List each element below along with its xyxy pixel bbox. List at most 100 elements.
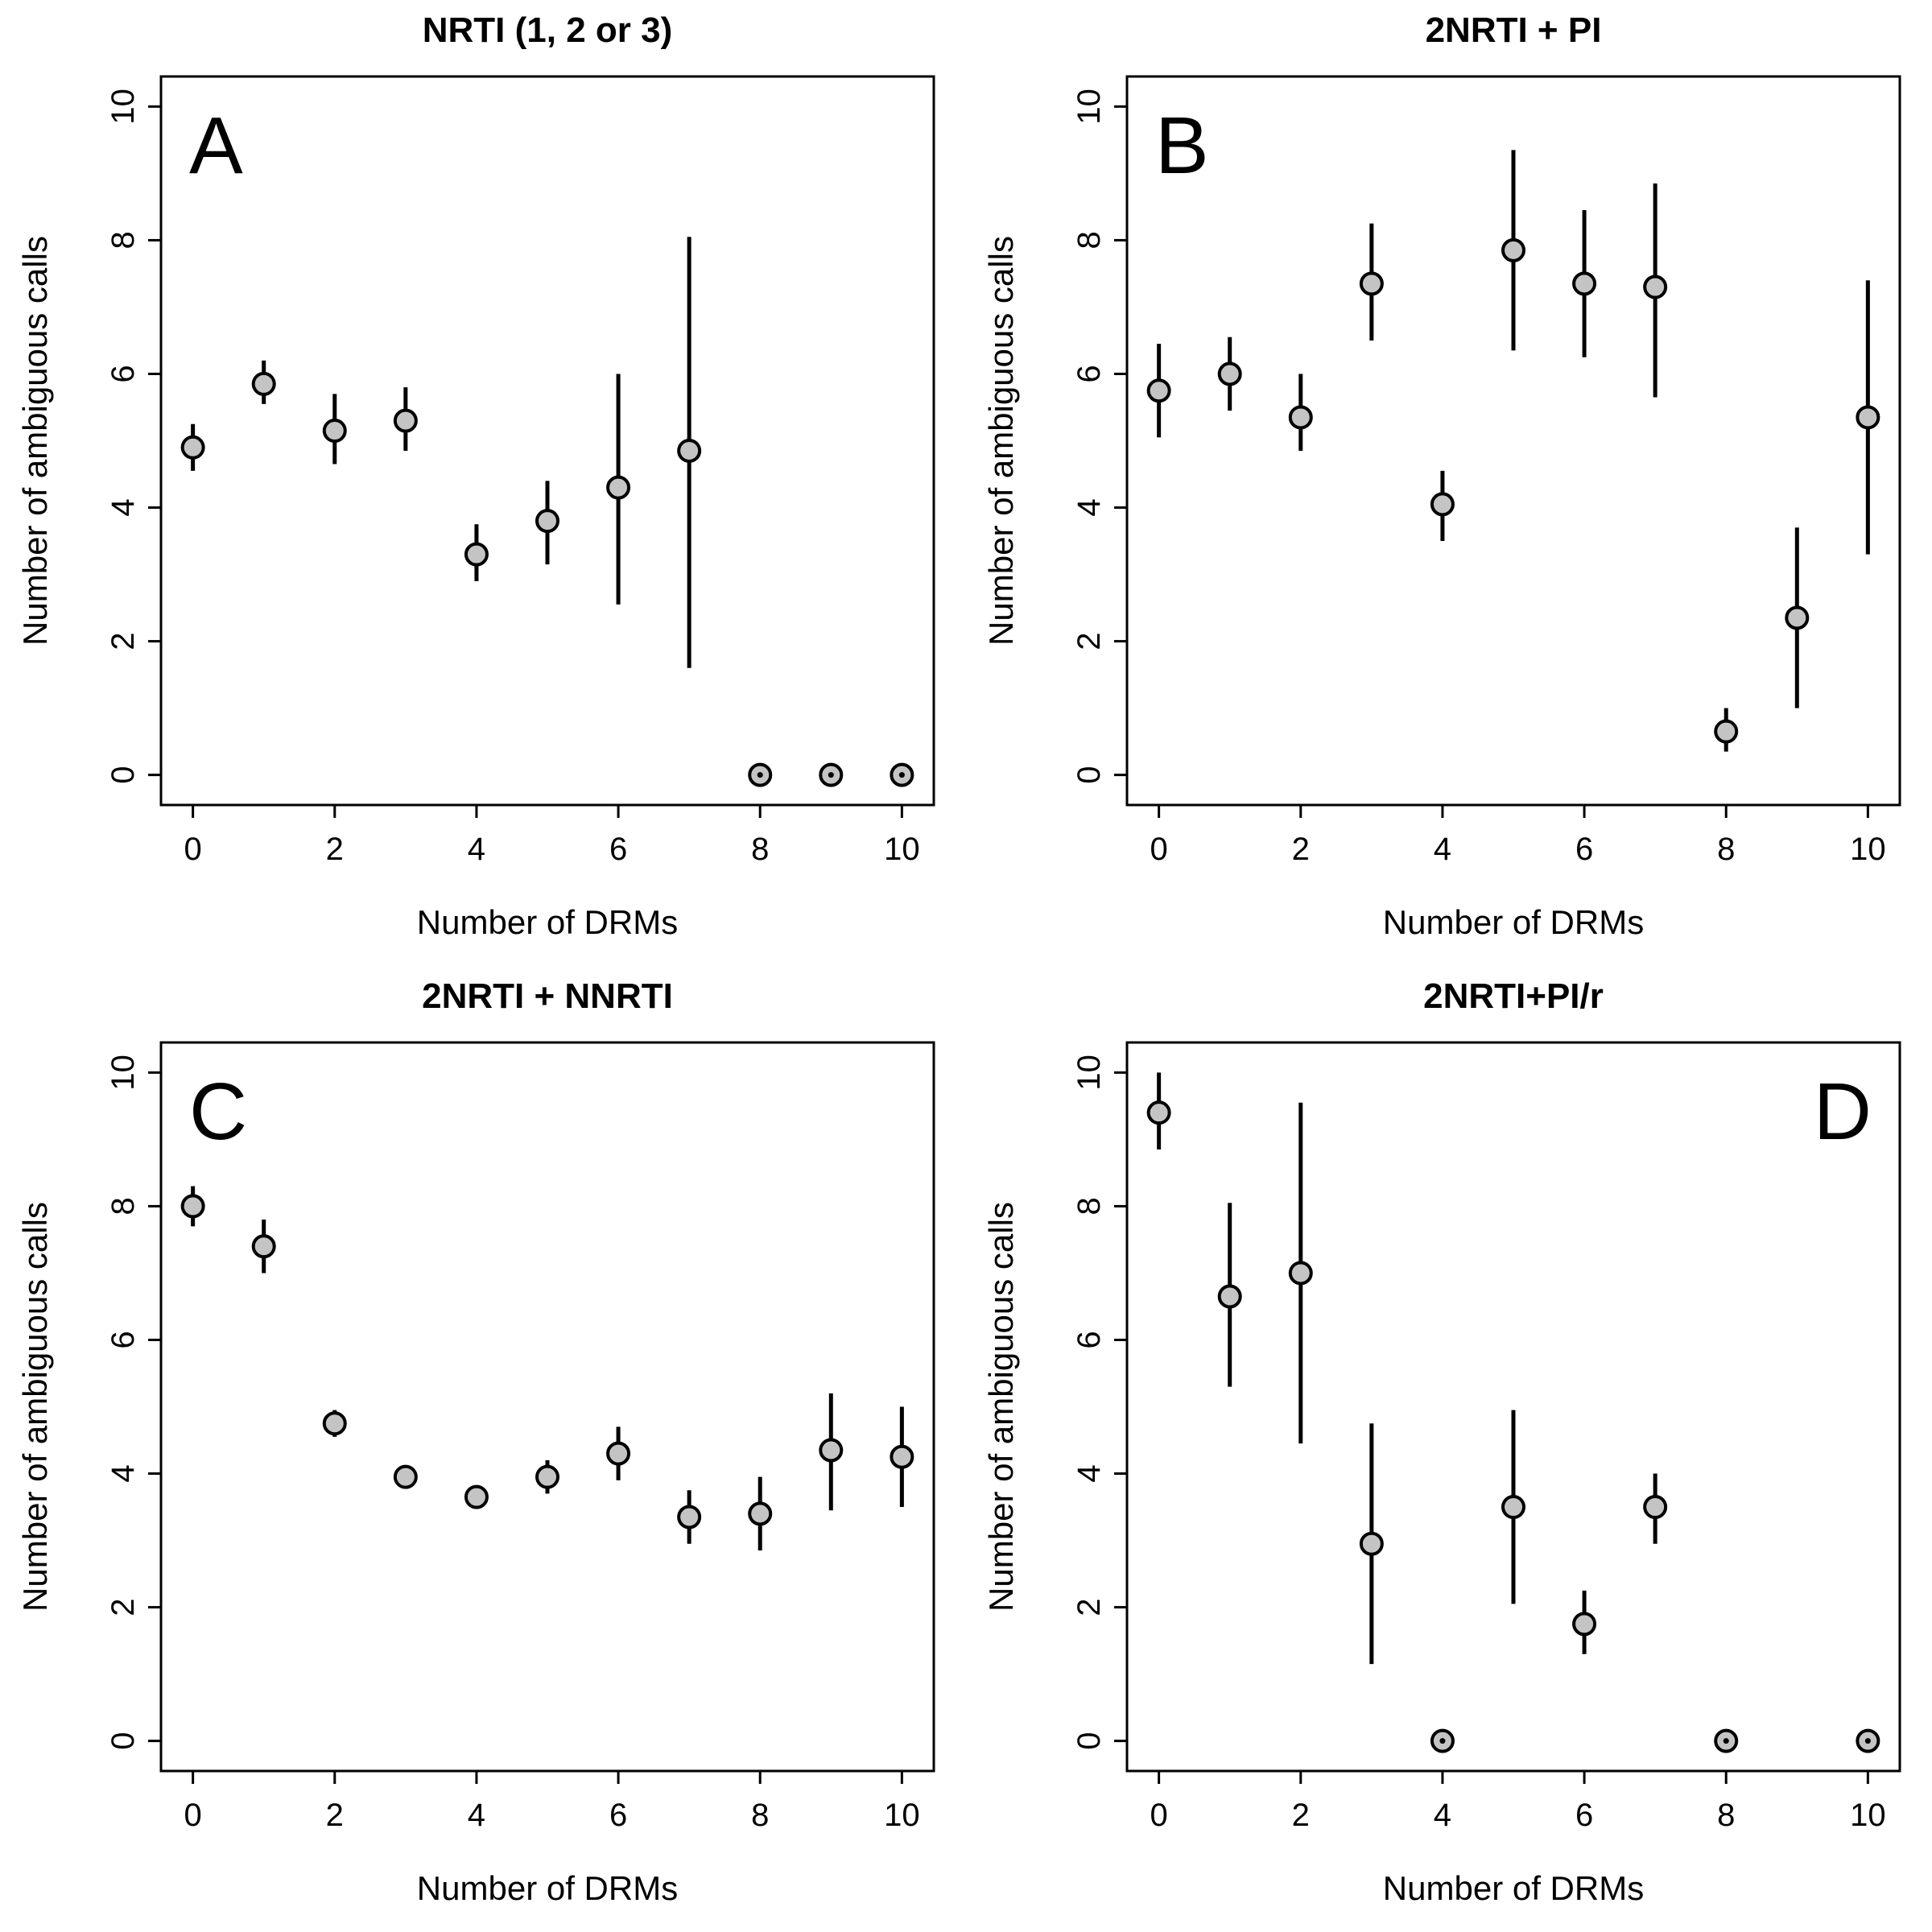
data-point: [819, 1438, 844, 1463]
data-point: [535, 509, 559, 534]
plot-box: [159, 1041, 935, 1773]
data-point: [1572, 1612, 1597, 1637]
data-point-center-dot: [828, 772, 834, 778]
data-point-center-dot: [898, 772, 905, 778]
data-point: [251, 1234, 276, 1259]
panel-letter: D: [1814, 1067, 1872, 1157]
data-point: [393, 1464, 418, 1489]
x-tick-label: 0: [1150, 1798, 1168, 1833]
x-axis-label: Number of DRMs: [1383, 1869, 1644, 1907]
data-point: [1785, 605, 1810, 630]
data-point: [322, 1411, 347, 1436]
data-point: [677, 1505, 702, 1530]
chart-title: 2NRTI + PI: [1426, 10, 1602, 50]
x-tick-label: 4: [1434, 1798, 1451, 1833]
y-tick-label: 0: [1071, 1732, 1107, 1750]
data-point: [1359, 1531, 1384, 1556]
x-tick-label: 4: [468, 1798, 485, 1833]
x-tick-label: 8: [1717, 832, 1735, 867]
x-tick-label: 10: [1850, 832, 1886, 867]
panel-d: 2NRTI+PI/r 0 2 4 6 8 10 0 2 4 6 8 10 Number of DRMs Nu…: [966, 966, 1932, 1932]
x-tick-label: 0: [184, 832, 202, 867]
x-tick-label: 4: [468, 832, 485, 867]
y-axis-label: Number of ambiguous calls: [16, 1202, 54, 1612]
data-point: [251, 371, 276, 396]
panel-letter: C: [189, 1067, 247, 1157]
data-point: [1856, 405, 1880, 430]
y-tick-label: 8: [1071, 1197, 1107, 1215]
chart-panel-c: 2NRTI + NNRTI 0 2 4 6 8 10 0 2 4 6 8 10 Number of DRM…: [0, 966, 966, 1932]
data-point: [1288, 1261, 1313, 1286]
data-point: [1714, 719, 1739, 744]
x-tick-label: 0: [184, 1798, 202, 1833]
y-tick-label: 0: [1071, 766, 1107, 784]
y-tick-label: 10: [105, 1055, 141, 1091]
x-tick-label: 4: [1434, 832, 1451, 867]
x-tick-label: 8: [1717, 1798, 1735, 1833]
x-axis-label: Number of DRMs: [417, 1869, 678, 1907]
panel-letter: B: [1155, 101, 1209, 191]
x-tick-label: 8: [751, 1798, 769, 1833]
chart-background: [0, 0, 966, 966]
data-point: [1288, 405, 1313, 430]
y-tick-label: 0: [105, 766, 141, 784]
data-point: [1572, 271, 1597, 296]
y-tick-label: 4: [1071, 498, 1107, 516]
y-tick-label: 6: [105, 365, 141, 382]
y-tick-label: 6: [1071, 365, 1107, 382]
x-tick-label: 2: [326, 832, 344, 867]
chart-title: 2NRTI + NNRTI: [422, 976, 673, 1016]
x-axis-label: Number of DRMs: [417, 903, 678, 941]
x-tick-label: 10: [884, 1798, 920, 1833]
y-tick-label: 0: [105, 1732, 141, 1750]
x-tick-label: 6: [1575, 832, 1593, 867]
chart-background: [966, 966, 1932, 1932]
data-point-center-dot: [757, 772, 763, 778]
chart-panel-a: NRTI (1, 2 or 3) 0 2 4 6 8 10 0 2 4 6 8 10 Number of …: [0, 0, 966, 966]
y-axis-label: Number of ambiguous calls: [16, 236, 54, 646]
chart-title: 2NRTI+PI/r: [1423, 976, 1604, 1016]
plot-box: [159, 75, 935, 807]
data-point: [180, 435, 205, 460]
x-tick-label: 0: [1150, 832, 1168, 867]
y-tick-label: 6: [1071, 1331, 1107, 1348]
data-point: [180, 1194, 205, 1219]
data-point-center-dot: [1723, 1738, 1729, 1744]
x-tick-label: 2: [326, 1798, 344, 1833]
chart-panel-b: 2NRTI + PI 0 2 4 6 8 10 0 2 4 6 8 10 Number of DRMs Nu…: [966, 0, 1932, 966]
data-point: [464, 542, 489, 567]
y-tick-label: 2: [105, 632, 141, 650]
data-point: [1217, 361, 1242, 386]
data-point: [1217, 1284, 1242, 1309]
data-point: [464, 1484, 489, 1509]
panel-c: 2NRTI + NNRTI 0 2 4 6 8 10 0 2 4 6 8 10 Number of DRM…: [0, 966, 966, 1932]
data-point: [1643, 1495, 1668, 1520]
y-tick-label: 4: [105, 1464, 141, 1482]
data-point-center-dot: [1864, 1738, 1871, 1744]
x-tick-label: 2: [1292, 832, 1310, 867]
data-point: [393, 408, 418, 433]
data-point: [1501, 237, 1525, 262]
x-tick-label: 8: [751, 832, 769, 867]
panel-letter: A: [189, 101, 243, 191]
x-tick-label: 2: [1292, 1798, 1310, 1833]
y-tick-label: 2: [1071, 1598, 1107, 1616]
data-point: [535, 1464, 559, 1489]
data-point: [1146, 1100, 1171, 1125]
y-tick-label: 8: [105, 231, 141, 249]
x-tick-label: 6: [609, 832, 627, 867]
data-point: [748, 1501, 773, 1526]
x-axis-label: Number of DRMs: [1383, 903, 1644, 941]
y-tick-label: 10: [1071, 89, 1107, 125]
y-tick-label: 10: [1071, 1055, 1107, 1091]
data-point: [1146, 378, 1171, 403]
y-axis-label: Number of ambiguous calls: [982, 236, 1020, 646]
y-tick-label: 6: [105, 1331, 141, 1348]
x-tick-label: 10: [1850, 1798, 1886, 1833]
x-tick-label: 10: [884, 832, 920, 867]
data-point: [677, 438, 702, 463]
y-tick-label: 4: [105, 498, 141, 516]
data-point: [606, 1441, 631, 1466]
panel-a: NRTI (1, 2 or 3) 0 2 4 6 8 10 0 2 4 6 8 10 Number of …: [0, 0, 966, 966]
